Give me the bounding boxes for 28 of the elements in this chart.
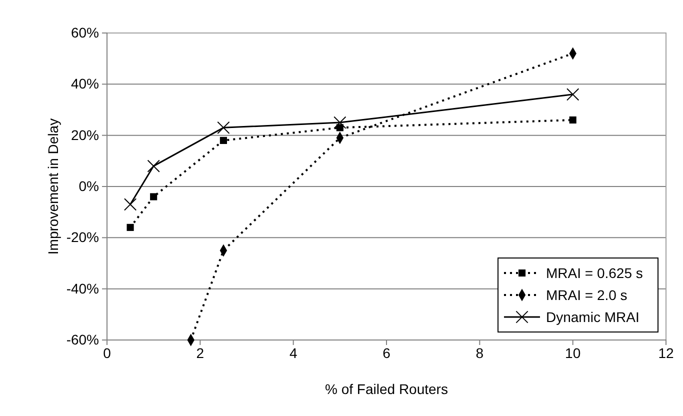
point xyxy=(126,224,134,231)
legend-label: MRAI = 2.0 s xyxy=(546,287,628,303)
x-tick-label: 4 xyxy=(289,344,298,361)
x-axis-title: % of Failed Routers xyxy=(325,381,448,397)
point xyxy=(124,198,137,211)
y-tick-label: -20% xyxy=(66,229,99,246)
x-tick-label: 0 xyxy=(103,344,112,361)
point xyxy=(569,116,576,124)
point xyxy=(334,116,346,129)
y-tick-label: -40% xyxy=(66,280,99,296)
x-tick-label: 6 xyxy=(382,344,391,361)
point xyxy=(147,160,160,172)
y-tick-label: -60% xyxy=(66,331,99,348)
x-tick-label: 10 xyxy=(565,344,581,361)
x-tick-label: 12 xyxy=(658,344,674,361)
y-tick-label: 40% xyxy=(70,76,99,92)
y-tick-label: 60% xyxy=(70,24,99,40)
y-axis-title: Improvement in Delay xyxy=(45,118,61,255)
legend-label: Dynamic MRAI xyxy=(546,309,640,325)
x-tick-label: 8 xyxy=(476,344,484,361)
point xyxy=(220,136,227,144)
y-tick-label: 20% xyxy=(70,126,99,143)
x-tick-label: 2 xyxy=(196,344,204,361)
point xyxy=(217,121,230,134)
legend-label: MRAI = 0.625 s xyxy=(546,265,643,281)
y-tick-label: 0% xyxy=(78,178,99,194)
point xyxy=(566,88,580,101)
point xyxy=(150,193,158,200)
